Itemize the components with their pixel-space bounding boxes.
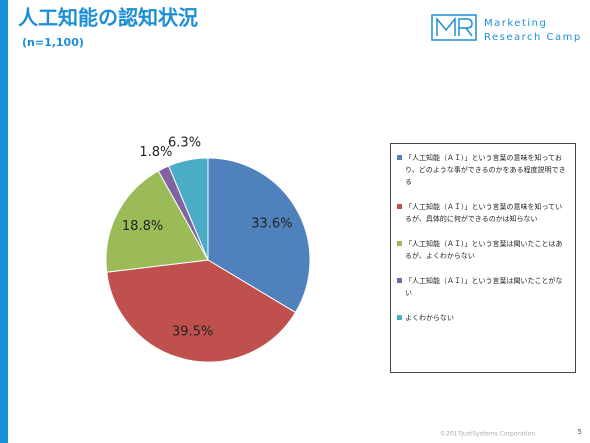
data-label: 39.5% <box>172 324 213 339</box>
legend-item: 「人工知能（ＡＩ）」という言葉は聞いたことはあるが、よくわからない <box>397 238 569 262</box>
page-number: 5 <box>578 428 582 436</box>
legend-item: よくわからない <box>397 312 569 324</box>
legend: 「人工知能（ＡＩ）」という言葉の意味を知っており、どのような事ができるのかをある… <box>390 143 576 373</box>
legend-label: 「人工知能（ＡＩ）」という言葉の意味を知っているが、具体的に何ができるのかは知ら… <box>405 203 563 223</box>
data-label: 6.3% <box>168 135 201 150</box>
legend-item: 「人工知能（ＡＩ）」という言葉は聞いたことがない <box>397 275 569 299</box>
logo-icon <box>431 14 477 41</box>
copyright: ©2017JustSystems Corporation <box>440 431 535 438</box>
pie-slice <box>106 259 297 363</box>
legend-item: 「人工知能（ＡＩ）」という言葉の意味を知っているが、具体的に何ができるのかは知ら… <box>397 201 569 225</box>
legend-swatch <box>397 315 402 320</box>
legend-item: 「人工知能（ＡＩ）」という言葉の意味を知っており、どのような事ができるのかをある… <box>397 152 569 188</box>
side-bar <box>0 0 8 443</box>
logo-text: Research Camp <box>484 32 582 43</box>
pie-slice <box>168 157 209 261</box>
chart-subtitle: (n=1,100) <box>22 36 84 49</box>
chart-title: 人工知能の認知状況 <box>18 6 198 30</box>
legend-label: よくわからない <box>405 314 454 322</box>
legend-label: 「人工知能（ＡＩ）」という言葉の意味を知っており、どのような事ができるのかをある… <box>405 154 566 186</box>
legend-label: 「人工知能（ＡＩ）」という言葉は聞いたことがない <box>405 277 563 297</box>
legend-label: 「人工知能（ＡＩ）」という言葉は聞いたことはあるが、よくわからない <box>405 240 563 260</box>
data-label: 18.8% <box>122 219 163 234</box>
logo-text: Marketing <box>484 18 547 29</box>
legend-swatch <box>397 241 402 246</box>
legend-swatch <box>397 155 402 160</box>
data-label: 1.8% <box>139 145 172 160</box>
pie-slice <box>207 157 311 314</box>
pie-slice <box>105 170 209 273</box>
data-label: 33.6% <box>251 216 292 231</box>
legend-swatch <box>397 204 402 209</box>
legend-swatch <box>397 278 402 283</box>
